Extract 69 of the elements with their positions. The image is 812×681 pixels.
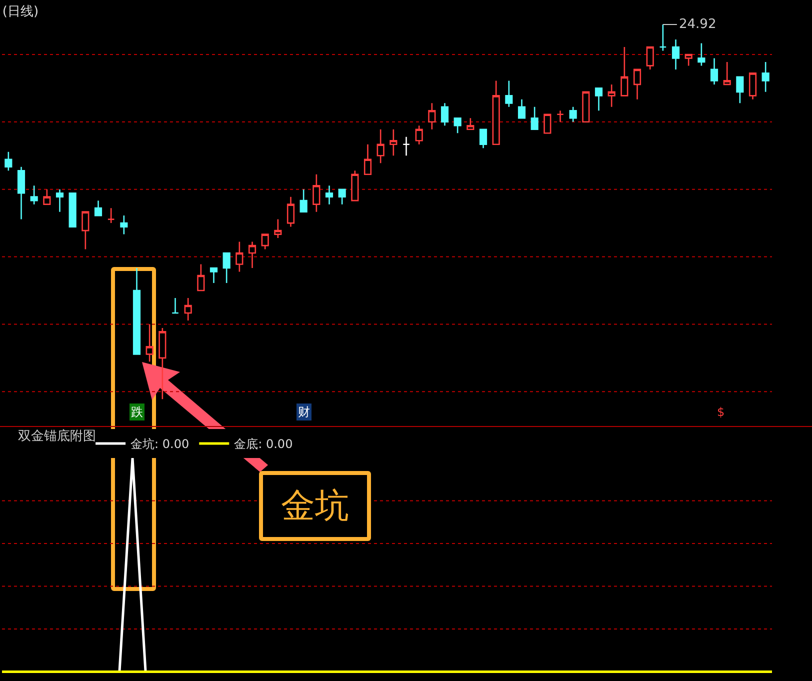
- candlestick: [428, 102, 436, 130]
- candlestick: [454, 118, 462, 134]
- candlestick: [608, 84, 616, 108]
- text: 跌: [131, 405, 143, 419]
- candlestick: [556, 110, 564, 123]
- candlestick: [146, 324, 154, 362]
- candlestick: [376, 128, 384, 164]
- candlestick: [440, 102, 449, 126]
- candlestick: [723, 61, 731, 86]
- candlestick: [17, 166, 26, 220]
- candlestick: [210, 267, 218, 284]
- candlestick: [415, 125, 423, 146]
- candlestick: [43, 188, 51, 205]
- candlestick: [762, 61, 770, 93]
- candlestick: [261, 234, 269, 250]
- candlestick: [594, 88, 603, 112]
- candlestick: [107, 207, 115, 224]
- annotation: 金坑: [259, 471, 371, 541]
- candlestick: [466, 118, 474, 130]
- candlestick: [505, 80, 513, 108]
- candlestick: [544, 114, 552, 134]
- chart-title: (日线): [2, 4, 39, 20]
- candlestick: [94, 200, 102, 216]
- candlestick: [184, 297, 192, 322]
- candlestick: [286, 196, 295, 228]
- candlestick: [30, 184, 38, 205]
- candlestick: [364, 144, 372, 175]
- candlestick: [56, 188, 64, 212]
- candlestick: [698, 42, 706, 66]
- candlestick: [492, 80, 500, 146]
- candlestick: [582, 91, 590, 123]
- candlestick: [633, 68, 642, 100]
- candlestick: [748, 72, 757, 100]
- text: 财: [298, 405, 310, 419]
- candlestick: [171, 297, 180, 314]
- candlestick: [736, 76, 744, 104]
- candlestick: [132, 267, 141, 355]
- candlestick: [325, 184, 334, 205]
- candlestick: [248, 241, 256, 269]
- candlestick: [158, 327, 166, 400]
- candlestick: [82, 211, 90, 250]
- candlestick: [300, 188, 308, 212]
- candlestick: [402, 136, 410, 156]
- candlestick: [120, 214, 128, 235]
- candlestick: [659, 24, 667, 52]
- candlestick: [672, 38, 680, 70]
- legend-label: 金底: 0.00: [234, 437, 293, 452]
- text: $: [717, 405, 725, 419]
- candlestick: [479, 128, 488, 149]
- candlestick: [68, 192, 76, 228]
- candlestick: [620, 46, 628, 96]
- candlestick: [338, 188, 346, 205]
- candlestick: [569, 106, 577, 123]
- candlestick: [646, 46, 654, 70]
- candlestick: [197, 264, 205, 292]
- candlestick: [710, 58, 718, 86]
- candlestick: [312, 174, 320, 212]
- candlestick: [684, 54, 692, 66]
- candlestick: [530, 106, 538, 130]
- candlestick: [351, 170, 359, 202]
- candlestick: [222, 252, 230, 284]
- annotation: 24.92: [679, 17, 716, 32]
- candlestick: [4, 151, 12, 172]
- chart-title: 双金锚底附图: [18, 428, 96, 444]
- candlestick: [518, 98, 526, 119]
- candlestick: [236, 241, 244, 272]
- legend-label: 金坑: 0.00: [130, 437, 190, 452]
- candlestick: [390, 128, 398, 156]
- candlestick: [274, 218, 282, 239]
